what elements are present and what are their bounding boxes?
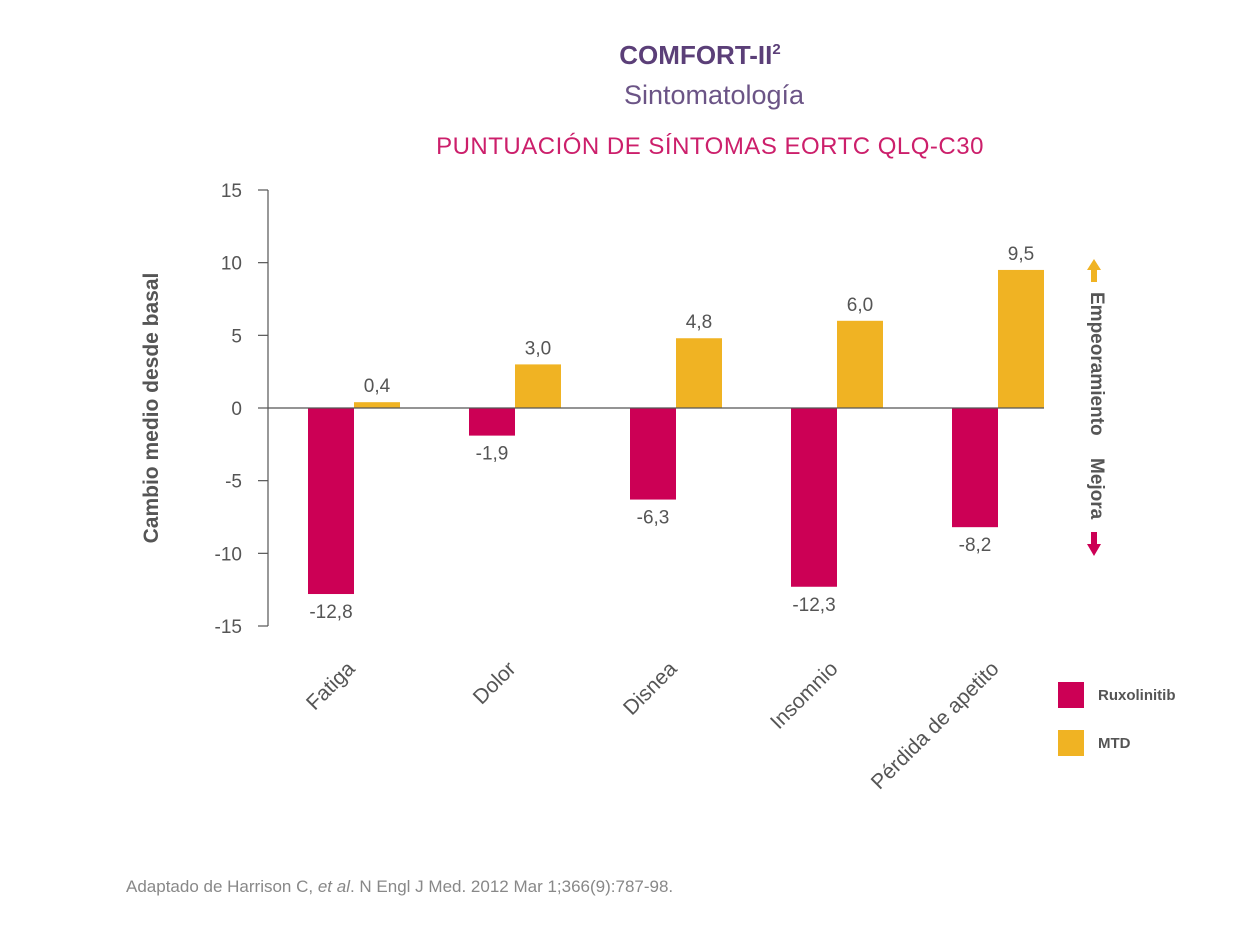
value-label-ruxolinitib-0: -12,8 (309, 602, 352, 623)
worsening-arrow-icon (1087, 259, 1101, 282)
value-label-mtd-2: 4,8 (686, 312, 712, 333)
value-label-mtd-4: 9,5 (1008, 244, 1034, 265)
value-label-ruxolinitib-2: -6,3 (637, 508, 670, 529)
legend-swatch-mtd (1058, 730, 1084, 756)
y-tick-label: 5 (231, 326, 242, 347)
value-labels-group: -12,8 0,4 -1,9 3,0 -6,3 4,8 -12,3 6,0 -8,2 9,5 (309, 244, 1034, 623)
bar-mtd-4 (998, 269, 1044, 408)
category-label-3: Insomnio (766, 657, 843, 734)
value-label-mtd-3: 6,0 (847, 295, 873, 316)
y-axis-label: Cambio medio desde basal (140, 273, 163, 544)
y-tick-label: -5 (225, 472, 242, 493)
side-annotation: Empeoramiento Mejora (1086, 259, 1107, 556)
y-tick-label: 10 (221, 254, 242, 275)
bar-ruxolinitib-0 (308, 408, 354, 595)
bar-mtd-0 (354, 402, 400, 408)
value-label-ruxolinitib-4: -8,2 (959, 535, 992, 556)
value-label-ruxolinitib-3: -12,3 (792, 595, 835, 616)
worsening-label: Empeoramiento (1086, 292, 1107, 436)
category-labels-group: Fatiga Dolor Disnea Insomnio Pérdida de apet… (302, 657, 1004, 794)
improvement-label: Mejora (1086, 458, 1107, 520)
chart-subtitle: Sintomatología (624, 80, 805, 110)
bar-ruxolinitib-4 (952, 408, 998, 528)
bar-ruxolinitib-2 (630, 408, 676, 500)
category-label-4: Pérdida de apetito (867, 657, 1004, 794)
bar-ruxolinitib-3 (791, 408, 837, 587)
bar-mtd-1 (515, 364, 561, 408)
category-label-0: Fatiga (302, 657, 360, 715)
value-label-ruxolinitib-1: -1,9 (476, 444, 509, 465)
improvement-arrow-icon (1087, 532, 1101, 556)
bar-mtd-3 (837, 320, 883, 408)
value-label-mtd-0: 0,4 (364, 376, 391, 397)
y-tick-label: -10 (215, 544, 242, 565)
y-tick-label: 0 (231, 399, 242, 420)
chart-header-title: COMFORT-II2 (619, 40, 780, 70)
legend-label-mtd: MTD (1098, 735, 1131, 752)
chart-title: PUNTUACIÓN DE SÍNTOMAS EORTC QLQ-C30 (436, 133, 984, 160)
y-tick-label: 15 (221, 181, 242, 202)
category-label-2: Disnea (619, 657, 682, 720)
y-tick-label: -15 (215, 617, 242, 638)
category-label-1: Dolor (469, 657, 521, 709)
y-axis-ticks: 15 10 5 0 -5 -10 -15 (215, 181, 268, 638)
source-citation: Adaptado de Harrison C, et al. N Engl J … (126, 877, 673, 896)
value-label-mtd-1: 3,0 (525, 338, 551, 359)
bar-mtd-2 (676, 338, 722, 408)
bar-ruxolinitib-1 (469, 408, 515, 436)
legend: Ruxolinitib MTD (1058, 682, 1176, 756)
legend-swatch-ruxolinitib (1058, 682, 1084, 708)
bars-group (268, 269, 1044, 595)
legend-label-ruxolinitib: Ruxolinitib (1098, 687, 1176, 704)
